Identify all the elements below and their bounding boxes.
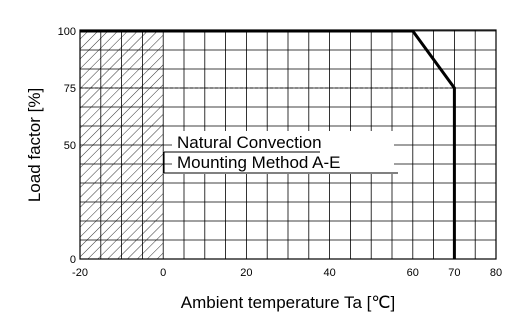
x-tick-label: 80	[490, 267, 502, 279]
y-tick-label: 75	[64, 83, 76, 95]
x-tick-label: -20	[72, 267, 88, 279]
x-tick-label: 40	[323, 267, 335, 279]
series-lines	[80, 29, 456, 259]
x-tick-label: 20	[240, 267, 252, 279]
y-tick-label: 100	[58, 26, 76, 38]
annotation-mounting-method: Mounting Method A-E	[177, 153, 340, 172]
x-tick-label: 60	[407, 267, 419, 279]
series-line	[80, 29, 456, 259]
annotation-box: Natural Convection Mounting Method A-E	[163, 131, 398, 174]
y-axis-label: Load factor [%]	[25, 88, 44, 202]
y-tick-label: 0	[70, 254, 76, 266]
x-axis-label: Ambient temperature Ta [℃]	[181, 293, 395, 312]
y-tick-label: 50	[64, 140, 76, 152]
annotation-natural-convection: Natural Convection	[177, 133, 322, 152]
x-tick-label: 70	[448, 267, 460, 279]
x-tick-label: 0	[160, 267, 166, 279]
